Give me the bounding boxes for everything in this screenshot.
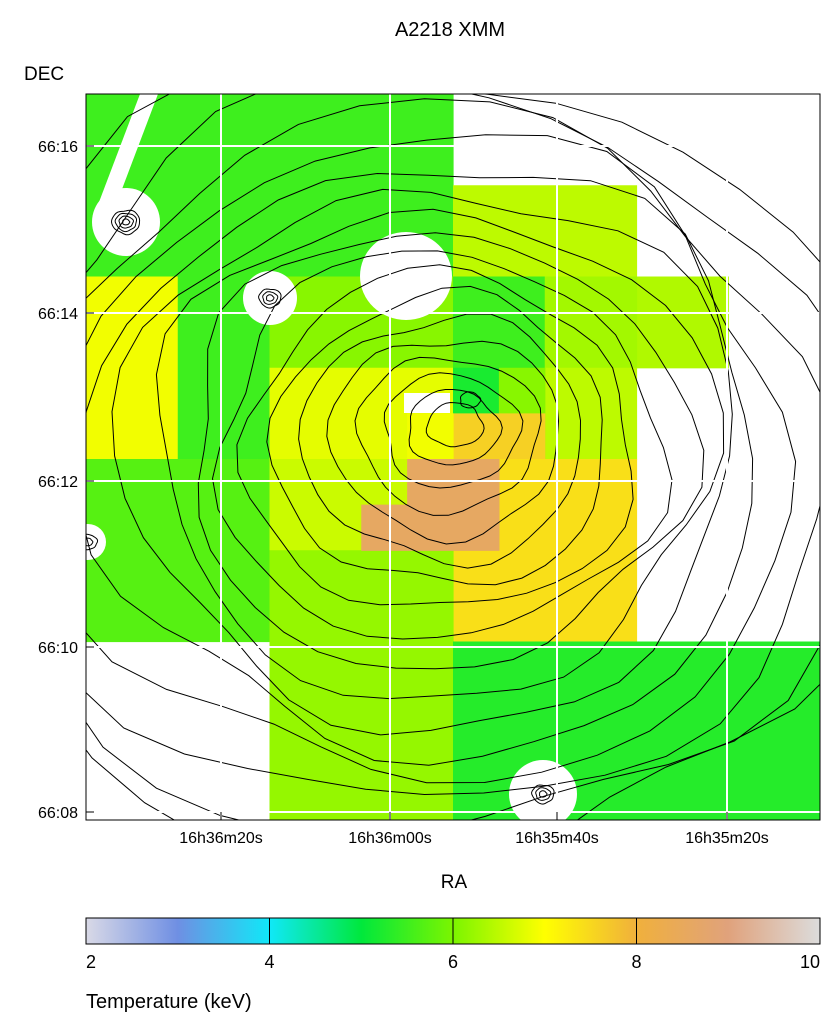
temperature-cell (361, 504, 408, 551)
y-tick-label: 66:16 (38, 139, 78, 156)
y-tick-label: 66:10 (38, 640, 78, 657)
y-tick-label: 66:14 (38, 306, 78, 323)
temperature-cell (407, 459, 500, 551)
x-tick-labels: 16h36m20s 16h36m00s 16h35m40s 16h35m20s (179, 830, 769, 847)
brightness-contour (86, 94, 820, 820)
brightness-contour (86, 172, 754, 766)
point-source-contour (258, 288, 282, 309)
masked-point-source (86, 524, 106, 560)
plot-frame (85, 93, 821, 821)
point-source-contour (114, 212, 137, 233)
brightness-contour (111, 188, 733, 736)
brightness-contour (236, 264, 634, 606)
temperature-cell (407, 413, 454, 460)
brightness-contour (354, 356, 542, 516)
temperature-cell (269, 550, 454, 643)
temperature-cell (636, 276, 729, 369)
x-tick-label: 16h35m20s (685, 830, 769, 847)
masked-point-source (360, 232, 452, 320)
point-source-contour (535, 787, 552, 801)
temperature-cell (453, 276, 546, 369)
y-tick-labels: 66:16 66:14 66:12 66:10 66:08 (38, 139, 78, 822)
point-source-contour (531, 784, 555, 805)
brightness-contour (425, 401, 485, 448)
point-source-contour (265, 294, 275, 302)
brightness-contour (298, 313, 582, 569)
x-tick-label: 16h35m40s (515, 830, 599, 847)
y-tick-label: 66:12 (38, 474, 78, 491)
y-axis-label: DEC (24, 64, 64, 85)
temperature-cell (86, 276, 179, 460)
temperature-cell (544, 276, 638, 369)
x-tick-label: 16h36m20s (179, 830, 263, 847)
brightness-contours (86, 94, 820, 820)
colorbar-tick-label: 4 (264, 952, 274, 972)
temperature-cell (86, 459, 271, 643)
masked-edge-strip (96, 94, 158, 210)
colorbar-tick-label: 10 (800, 952, 820, 972)
colorbar-tick-label: 8 (631, 952, 641, 972)
masked-point-source (243, 271, 297, 325)
brightness-contour (408, 389, 503, 466)
point-source-contour (118, 215, 135, 229)
x-tick-label: 16h36m00s (348, 830, 432, 847)
point-source-contour (86, 537, 94, 547)
x-axis-label: RA (441, 872, 468, 893)
colorbar-tick-label: 2 (86, 952, 96, 972)
brightness-contour (326, 340, 560, 545)
brightness-contour (86, 98, 820, 796)
colorbar: 2 4 6 8 10 Temperature (keV) (85, 917, 821, 1013)
brightness-contour (459, 391, 482, 409)
axis-ticks (86, 145, 728, 820)
brightness-contour (86, 94, 820, 820)
masked-point-source (92, 188, 160, 256)
colorbar-ticks: 2 4 6 8 10 (85, 918, 821, 972)
colorbar-tick-label: 6 (448, 952, 458, 972)
colorbar-label: Temperature (keV) (86, 991, 252, 1013)
point-source-contour (538, 790, 548, 798)
temperature-cell (453, 641, 820, 820)
brightness-contour (155, 208, 725, 700)
brightness-contour (266, 285, 603, 586)
point-source-contour (122, 218, 131, 226)
point-source-contour (110, 209, 141, 236)
point-source-contour (262, 291, 279, 305)
brightness-contour (383, 372, 524, 489)
chart-title: A2218 XMM (395, 19, 505, 41)
point-source-contour (86, 533, 99, 551)
grid-lines (86, 94, 820, 820)
masked-point-source (509, 760, 577, 820)
brightness-contour (211, 250, 673, 640)
temperature-cell (544, 367, 638, 460)
y-tick-label: 66:08 (38, 805, 78, 822)
